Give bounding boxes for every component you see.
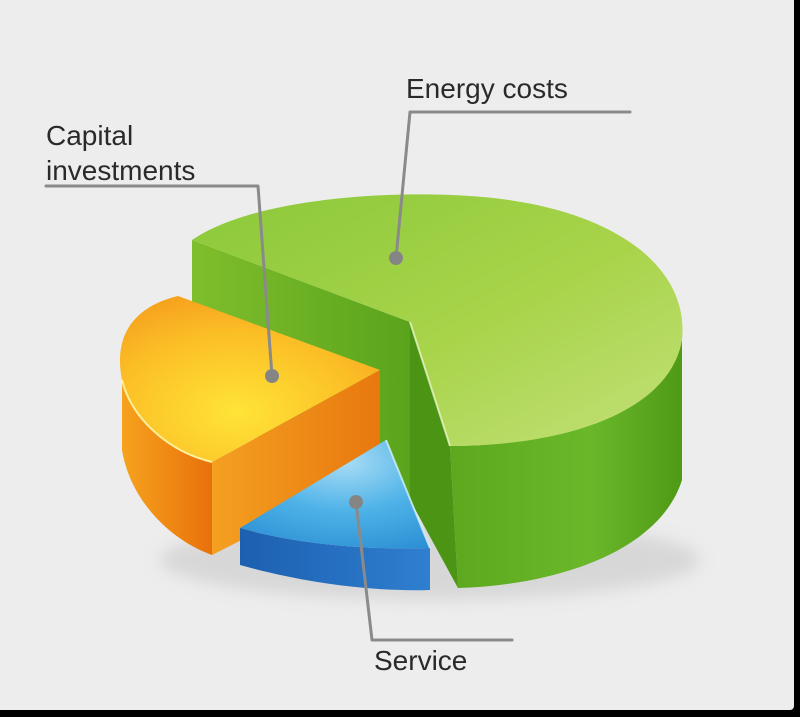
label-energy-costs: Energy costs: [406, 73, 568, 104]
slice-capital-investments: [119, 296, 380, 555]
label-service: Service: [374, 645, 467, 676]
leader-capital-investments: [44, 184, 279, 383]
leader-service: [349, 495, 514, 642]
slice-service: [240, 439, 431, 591]
slice-energy-costs: [192, 194, 683, 588]
leader-energy-costs: [389, 110, 632, 265]
label-capital-investments: Capital investments: [46, 120, 195, 186]
